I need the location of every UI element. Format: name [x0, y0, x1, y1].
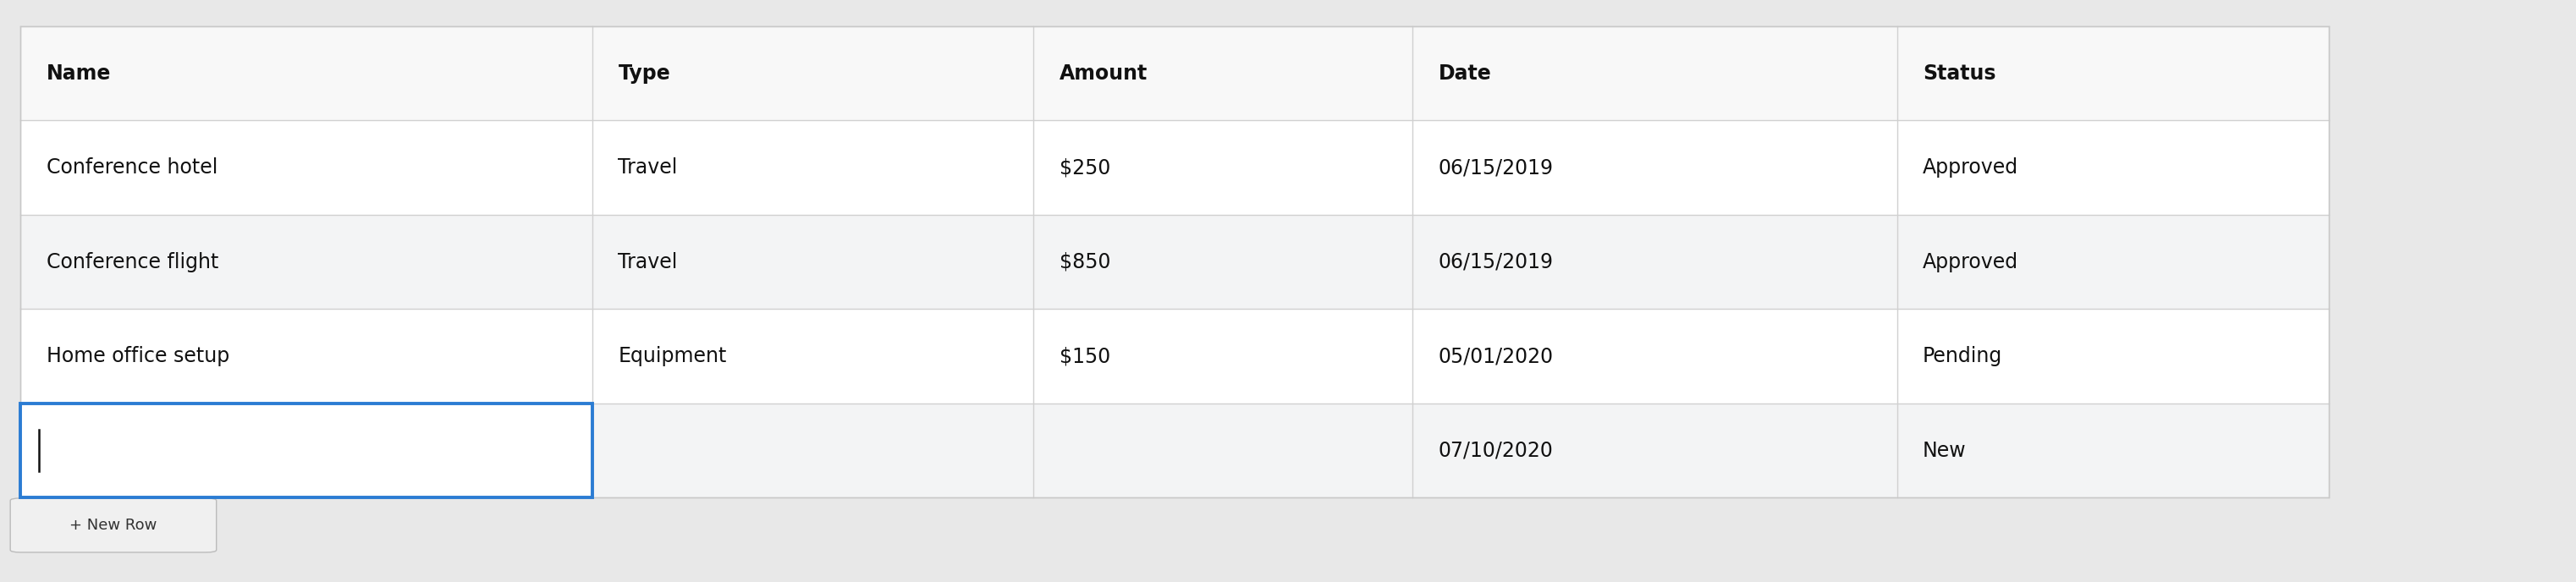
Bar	[21, 26, 2329, 498]
Text: Approved: Approved	[1922, 252, 2020, 272]
Text: $250: $250	[1059, 158, 1110, 178]
Text: 05/01/2020: 05/01/2020	[1437, 346, 1553, 366]
Text: Pending: Pending	[1922, 346, 2002, 366]
Text: New: New	[1922, 441, 1965, 460]
Bar	[21, 403, 2329, 498]
Bar	[21, 26, 2329, 120]
Text: Travel: Travel	[618, 158, 677, 178]
Bar	[21, 215, 2329, 309]
Text: 07/10/2020: 07/10/2020	[1437, 441, 1553, 460]
Text: 06/15/2019: 06/15/2019	[1437, 158, 1553, 178]
Text: Equipment: Equipment	[618, 346, 726, 366]
Text: Conference hotel: Conference hotel	[46, 158, 216, 178]
Text: Date: Date	[1437, 63, 1492, 83]
Text: Amount: Amount	[1059, 63, 1146, 83]
Text: $150: $150	[1059, 346, 1110, 366]
Text: Approved: Approved	[1922, 158, 2020, 178]
Text: + New Row: + New Row	[70, 517, 157, 533]
FancyBboxPatch shape	[10, 498, 216, 552]
Text: Home office setup: Home office setup	[46, 346, 229, 366]
Text: Status: Status	[1922, 63, 1996, 83]
Bar	[21, 403, 592, 498]
Text: $850: $850	[1059, 252, 1110, 272]
Text: Type: Type	[618, 63, 670, 83]
Text: Conference flight: Conference flight	[46, 252, 219, 272]
Bar	[21, 403, 592, 498]
Text: Travel: Travel	[618, 252, 677, 272]
Text: Name: Name	[46, 63, 111, 83]
Bar	[21, 309, 2329, 403]
Bar	[21, 120, 2329, 215]
Text: 06/15/2019: 06/15/2019	[1437, 252, 1553, 272]
